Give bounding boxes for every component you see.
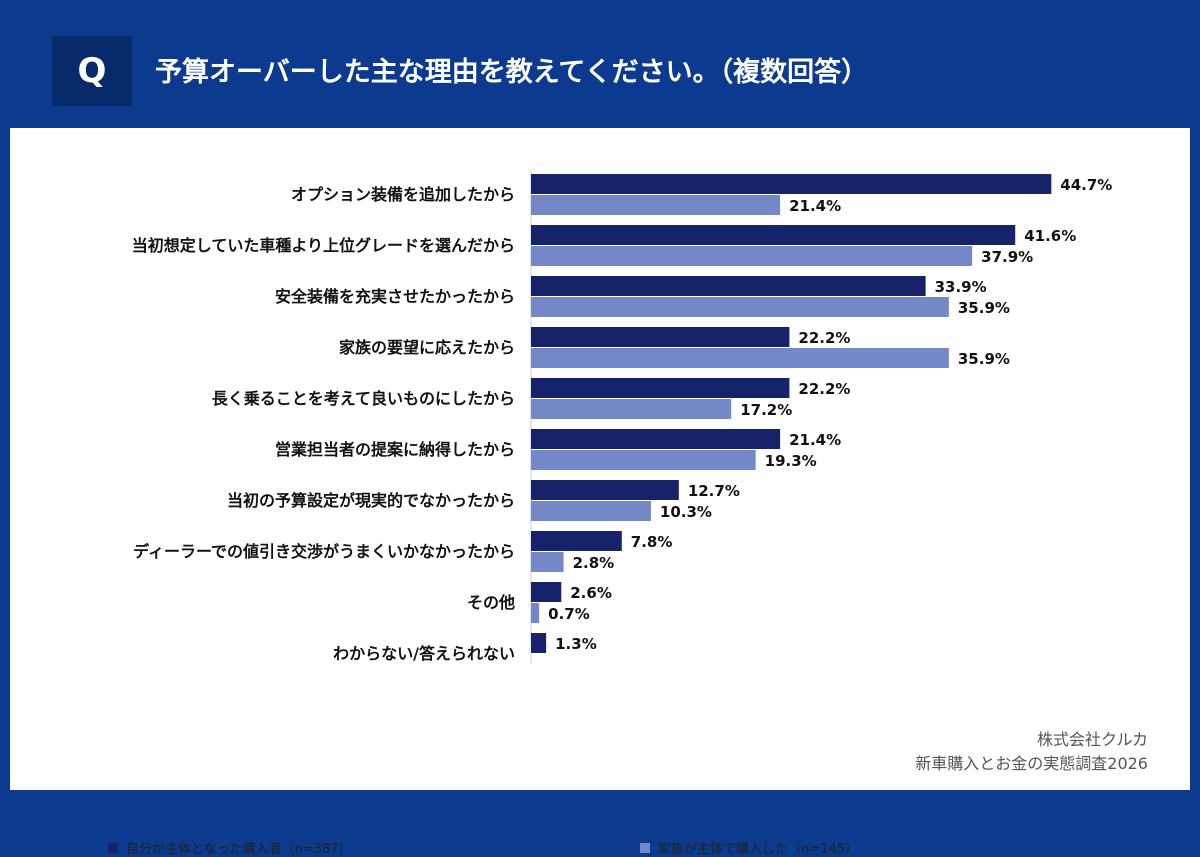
chart-panel: オプション装備を追加したから 44.7% 21.4% 当初想定していた車種より上位グレ… xyxy=(10,128,1190,857)
value-label-series1: 44.7% xyxy=(1060,176,1112,194)
category-label: その他 xyxy=(467,593,515,612)
value-label-series2: 17.2% xyxy=(740,401,792,419)
category-label: 当初想定していた車種より上位グレードを選んだから xyxy=(132,236,515,255)
bar-series1 xyxy=(531,174,1052,194)
category-label: 安全装備を充実させたかったから xyxy=(275,287,515,306)
bar-series2 xyxy=(531,603,540,623)
bar-series1 xyxy=(531,531,622,551)
bar-series1 xyxy=(531,378,790,398)
value-label-series1: 1.3% xyxy=(555,635,597,653)
bar-series2 xyxy=(531,348,949,368)
value-label-series1: 12.7% xyxy=(688,482,740,500)
source-survey: 新車購入とお金の実態調査2026 xyxy=(915,754,1148,773)
value-label-series2: 37.9% xyxy=(981,248,1033,266)
bar-series2 xyxy=(531,195,781,215)
bar-series2 xyxy=(531,246,973,266)
bar-series1 xyxy=(531,480,679,500)
value-label-series1: 7.8% xyxy=(631,533,673,551)
value-label-series1: 21.4% xyxy=(789,431,841,449)
legend-swatch-series1 xyxy=(108,842,118,853)
bar-series2 xyxy=(531,501,651,521)
bar-series2 xyxy=(531,399,732,419)
question-title: 予算オーバーした主な理由を教えてください。（複数回答） xyxy=(155,57,869,88)
value-label-series1: 33.9% xyxy=(935,278,987,296)
value-label-series1: 2.6% xyxy=(570,584,612,602)
bar-series1 xyxy=(531,225,1016,245)
value-label-series1: 41.6% xyxy=(1024,227,1076,245)
value-label-series2: 21.4% xyxy=(789,197,841,215)
bar-series2 xyxy=(531,552,564,572)
question-badge: Q xyxy=(52,36,132,106)
category-label: 長く乗ることを考えて良いものにしたから xyxy=(212,389,515,408)
legend-swatch-series2 xyxy=(640,842,650,853)
value-label-series1: 22.2% xyxy=(798,380,850,398)
value-label-series2: 35.9% xyxy=(958,299,1010,317)
bar-series1 xyxy=(531,429,781,449)
value-label-series2: 0.7% xyxy=(548,605,590,623)
bar-series1 xyxy=(531,327,790,347)
bar-series1 xyxy=(531,276,926,296)
source-credit: 株式会社クルカ 新車購入とお金の実態調査2026 xyxy=(915,728,1148,776)
value-label-series2: 10.3% xyxy=(660,503,712,521)
category-label: 当初の予算設定が現実的でなかったから xyxy=(227,491,515,510)
legend-label-series1: 自分が主体となった購入者（n=387） xyxy=(126,842,352,857)
legend-label-series2: 家族が主体で購入した（n=145） xyxy=(658,842,858,857)
value-label-series2: 35.9% xyxy=(958,350,1010,368)
bar-series2 xyxy=(531,450,756,470)
value-label-series2: 19.3% xyxy=(765,452,817,470)
bar-series1 xyxy=(531,582,562,602)
bar-chart: オプション装備を追加したから 44.7% 21.4% 当初想定していた車種より上位グレ… xyxy=(132,170,1112,664)
bar-series1 xyxy=(531,633,547,653)
source-company: 株式会社クルカ xyxy=(1036,730,1148,749)
header: Q 予算オーバーした主な理由を教えてください。（複数回答） xyxy=(0,0,1200,128)
category-label: 家族の要望に応えたから xyxy=(339,338,515,357)
category-label: オプション装備を追加したから xyxy=(291,185,515,204)
legend-item-series1: 自分が主体となった購入者（n=387） xyxy=(108,838,352,857)
category-label: わからない/答えられない xyxy=(333,644,515,663)
value-label-series1: 22.2% xyxy=(798,329,850,347)
category-label: ディーラーでの値引き交渉がうまくいかなかったから xyxy=(133,542,515,561)
bar-series2 xyxy=(531,297,949,317)
legend-item-series2: 家族が主体で購入した（n=145） xyxy=(640,838,858,857)
category-label: 営業担当者の提案に納得したから xyxy=(275,440,515,459)
value-label-series2: 2.8% xyxy=(573,554,615,572)
